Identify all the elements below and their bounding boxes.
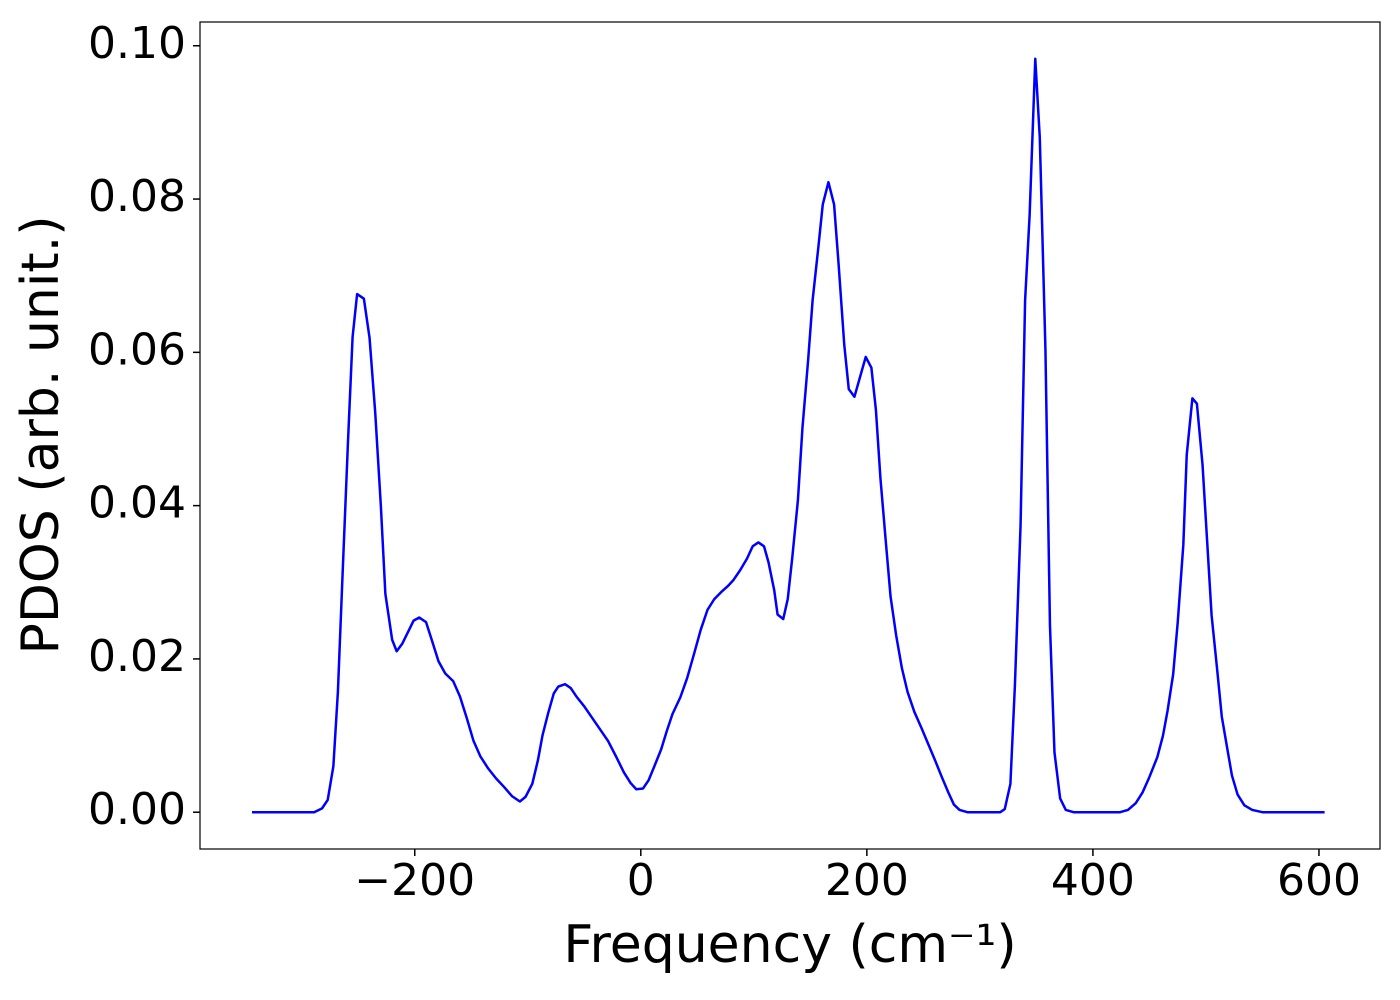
x-tick-label: 200 [825,855,909,906]
line-series [251,57,1325,814]
x-tick-label: 400 [1051,855,1135,906]
x-tick-label: 600 [1277,855,1361,906]
plot-frame [199,21,1381,850]
x-tick-label: 0 [627,855,655,906]
y-tick-label: 0.06 [88,324,186,375]
y-tick-label: 0.00 [88,784,186,835]
y-tick-label: 0.10 [88,18,186,69]
y-tick-label: 0.08 [88,171,186,222]
x-axis-label: Frequency (cm⁻¹) [563,915,1016,975]
y-tick-label: 0.02 [88,631,186,682]
y-tick-label: 0.04 [88,478,186,529]
x-tick-label: −200 [354,855,475,906]
y-axis-label: PDOS (arb. unit.) [11,215,71,654]
